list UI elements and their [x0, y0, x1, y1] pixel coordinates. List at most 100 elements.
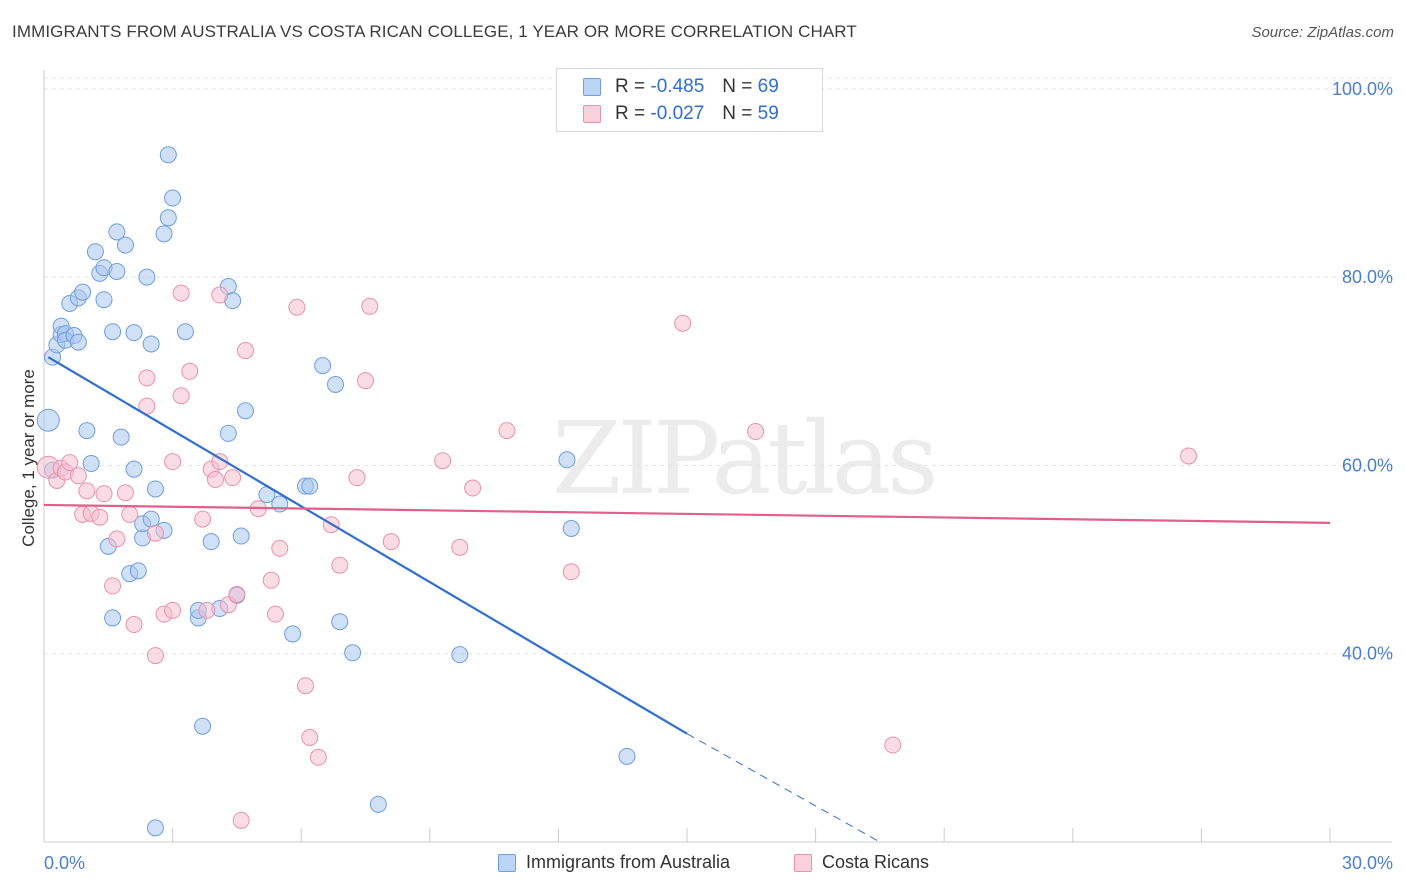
y-tick-label: 60.0% — [1342, 455, 1393, 475]
chart-title: IMMIGRANTS FROM AUSTRALIA VS COSTA RICAN… — [12, 22, 857, 41]
point-australia — [125, 460, 143, 478]
point-costa-rican — [95, 485, 113, 503]
point-australia — [558, 451, 576, 469]
point-costa-rican — [1180, 447, 1198, 465]
points-costa-ricans — [36, 284, 1198, 829]
point-australia — [78, 422, 96, 440]
correlation-legend: R = -0.485 N = 69 R = -0.027 N = 59 — [556, 68, 823, 132]
point-costa-rican — [357, 372, 374, 390]
point-australia — [159, 146, 177, 164]
point-costa-rican — [172, 284, 190, 302]
point-costa-rican — [562, 563, 580, 581]
point-costa-rican — [116, 484, 134, 502]
y-tick-label: 40.0% — [1342, 644, 1393, 664]
point-costa-rican — [884, 736, 902, 754]
point-australia — [69, 333, 87, 351]
point-costa-rican — [211, 453, 229, 471]
point-costa-rican — [498, 422, 516, 440]
point-australia — [232, 527, 250, 545]
point-australia — [562, 519, 580, 537]
point-australia — [138, 268, 156, 286]
point-australia — [82, 455, 100, 473]
series-swatch-australia — [498, 853, 516, 872]
point-costa-rican — [61, 454, 79, 472]
y-tick-label: 100.0% — [1332, 79, 1393, 99]
point-costa-rican — [138, 369, 156, 387]
point-australia — [301, 477, 319, 495]
point-costa-rican — [309, 748, 327, 766]
legend-n-costa-ricans: 59 — [757, 103, 779, 124]
point-australia — [326, 375, 344, 393]
point-australia — [164, 189, 182, 207]
point-costa-rican — [271, 539, 289, 557]
y-axis-label: College, 1 year or more — [19, 369, 38, 547]
point-australia — [108, 223, 126, 241]
point-australia — [194, 717, 212, 735]
point-costa-rican — [361, 297, 379, 315]
point-australia — [284, 625, 302, 643]
legend-n-australia: 69 — [757, 76, 779, 97]
axes — [43, 70, 1392, 843]
point-australia — [104, 609, 122, 627]
point-costa-rican — [301, 728, 319, 746]
point-costa-rican — [164, 601, 182, 619]
point-australia — [74, 283, 92, 301]
point-costa-rican — [674, 314, 692, 332]
point-australia — [271, 495, 289, 513]
series-legend-australia: Immigrants from Australia — [498, 852, 730, 873]
point-costa-rican — [181, 362, 199, 380]
series-label-australia: Immigrants from Australia — [526, 852, 731, 872]
point-costa-rican — [91, 508, 109, 526]
trend-lines — [43, 356, 1331, 843]
point-australia — [344, 644, 362, 662]
legend-swatch-australia — [583, 78, 601, 96]
point-costa-rican — [206, 471, 224, 489]
point-costa-rican — [121, 505, 139, 523]
point-costa-rican — [146, 524, 164, 542]
series-legend-costa-ricans: Costa Ricans — [794, 852, 929, 873]
legend-swatch-costa-ricans — [583, 105, 601, 123]
point-australia — [159, 209, 177, 227]
point-costa-rican — [146, 647, 164, 665]
point-australia — [202, 533, 220, 551]
point-costa-rican — [232, 811, 250, 829]
point-australia — [314, 357, 332, 375]
legend-r-costa-ricans: -0.027 — [650, 103, 705, 124]
point-costa-rican — [288, 298, 306, 316]
watermark: ZIPatlas — [552, 400, 939, 517]
point-australia — [142, 510, 160, 528]
point-australia — [451, 646, 469, 664]
point-australia — [155, 225, 173, 243]
point-costa-rican — [747, 423, 765, 441]
point-australia — [176, 323, 194, 341]
point-costa-rican — [296, 677, 314, 695]
point-australia — [86, 243, 104, 261]
point-costa-rican — [125, 616, 143, 634]
point-costa-rican — [382, 533, 400, 551]
point-australia — [331, 613, 349, 631]
point-costa-rican — [78, 482, 96, 500]
series-swatch-costa-ricans — [794, 853, 812, 872]
legend-row-australia: R = -0.485 N = 69 — [583, 75, 779, 99]
y-tick-label: 80.0% — [1342, 267, 1393, 287]
point-costa-rican — [331, 556, 349, 574]
point-costa-rican — [108, 530, 126, 548]
point-costa-rican — [194, 510, 212, 528]
point-australia — [146, 819, 164, 837]
legend-r-australia: -0.485 — [650, 76, 705, 97]
trend-line-australia — [47, 356, 688, 735]
point-costa-rican — [266, 605, 284, 623]
point-australia — [219, 424, 237, 442]
point-australia — [95, 291, 113, 309]
chart-source: Source: ZipAtlas.com — [1251, 24, 1394, 41]
point-costa-rican — [236, 342, 254, 360]
point-costa-rican — [228, 585, 246, 603]
point-costa-rican — [164, 453, 182, 471]
watermark-text: ZIPatlas — [552, 400, 939, 517]
point-australia — [125, 324, 143, 342]
point-costa-rican — [104, 577, 122, 595]
point-costa-rican — [464, 479, 482, 497]
x-tick-label: 0.0% — [44, 853, 85, 873]
point-australia — [146, 480, 164, 498]
